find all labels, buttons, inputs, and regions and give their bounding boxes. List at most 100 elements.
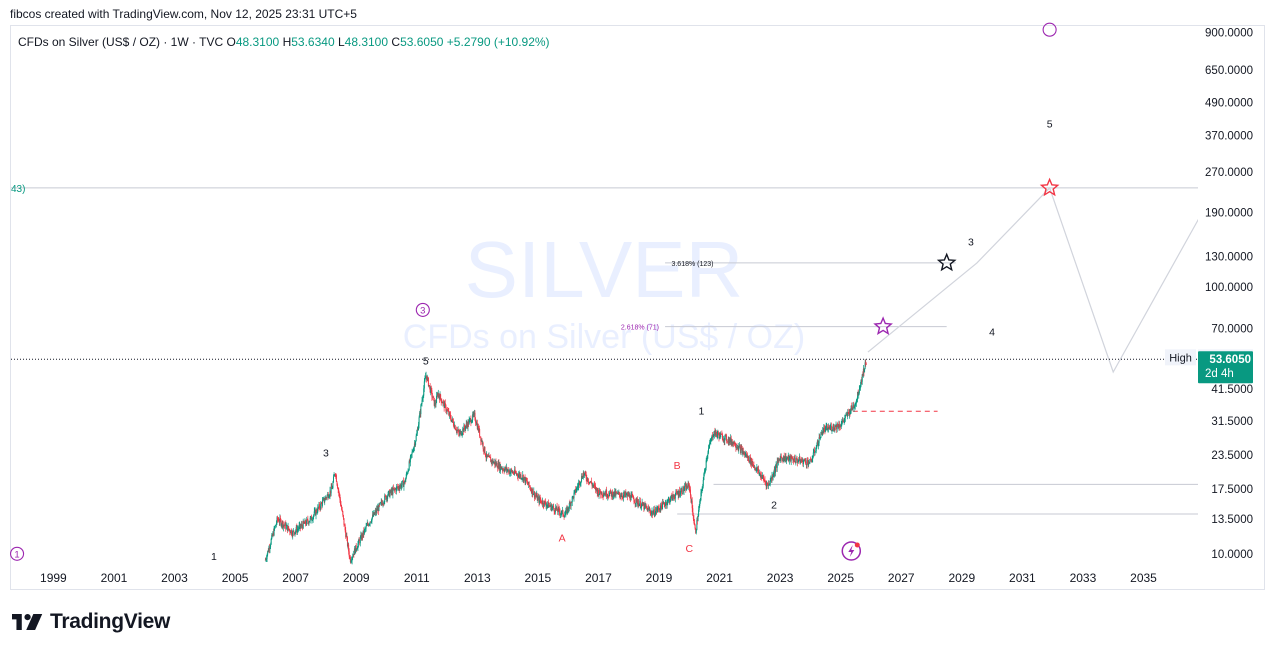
candle-body — [363, 530, 365, 534]
candle-body — [266, 554, 268, 559]
candle-body — [638, 502, 640, 507]
candle-body — [709, 441, 711, 443]
tradingview-logo[interactable]: TradingView — [12, 610, 171, 633]
candle-body — [577, 486, 579, 488]
candle-body — [680, 489, 682, 492]
time-tick-label: 2013 — [464, 571, 491, 585]
candle-body — [329, 490, 331, 496]
candle-body — [518, 475, 520, 478]
candle-body — [583, 472, 585, 476]
candle-body — [578, 481, 580, 484]
candle-body — [344, 524, 346, 526]
candle-body — [767, 484, 769, 486]
candle-body — [460, 431, 462, 436]
tradingview-logo-text: TradingView — [50, 610, 171, 633]
candle-body — [485, 456, 487, 458]
candle-body — [597, 489, 599, 496]
legend-high: H53.6340 — [282, 35, 335, 49]
candle-body — [600, 492, 602, 495]
candle-body — [367, 523, 369, 525]
candle-body — [692, 508, 694, 516]
candle-body — [836, 423, 838, 430]
time-tick-label: 2021 — [706, 571, 733, 585]
candle-body — [731, 442, 733, 445]
candle-body — [823, 427, 825, 433]
candle-body — [649, 510, 651, 511]
candle-body — [499, 463, 501, 471]
candle-body — [677, 493, 679, 496]
candle-body — [379, 502, 381, 505]
candle-body — [833, 428, 835, 430]
elliott-projection-path — [867, 186, 1198, 374]
candle-body — [417, 429, 419, 431]
candle-body — [702, 479, 704, 487]
candle-body — [338, 489, 340, 493]
candle-body — [321, 500, 323, 506]
candle-body — [437, 394, 439, 397]
candle-body — [423, 388, 425, 396]
candle-body — [787, 458, 789, 459]
candle-body — [802, 461, 804, 465]
candle-body — [495, 462, 497, 465]
candle-body — [270, 538, 272, 545]
candle-body — [435, 402, 437, 405]
candle-body — [699, 501, 701, 506]
price-tick-label: 41.5000 — [1211, 384, 1253, 396]
candle-body — [436, 394, 438, 396]
candle-body — [733, 441, 735, 444]
candle-body — [500, 466, 502, 469]
candle-body — [486, 454, 488, 458]
candle-body — [515, 472, 517, 475]
candle-body — [445, 404, 447, 412]
candle-body — [469, 418, 471, 420]
candle-body — [361, 533, 363, 540]
candle-body — [769, 484, 771, 486]
candle-body — [540, 500, 542, 502]
candle-body — [427, 377, 429, 379]
candle-body — [703, 473, 705, 480]
candle-body — [353, 548, 355, 555]
candle-body — [381, 501, 383, 504]
time-tick-label: 2029 — [948, 571, 975, 585]
price-tick-label: 17.5000 — [1211, 484, 1253, 496]
candle-body — [832, 425, 834, 430]
candle-body — [412, 451, 414, 453]
candle-body — [327, 493, 329, 496]
price-chart[interactable]: SILVER CFDs on Silver (US$ / OZ) 2.618% … — [0, 0, 1275, 600]
candle-body — [411, 454, 413, 455]
candle-body — [549, 505, 551, 507]
candle-body — [324, 497, 326, 501]
candle-body — [661, 502, 663, 510]
candle-body — [342, 511, 344, 515]
candle-body — [671, 494, 673, 501]
candle-body — [310, 516, 312, 518]
candle-body — [477, 426, 479, 432]
chart-frame[interactable] — [10, 25, 1265, 590]
candle-body — [646, 507, 648, 509]
candle-body — [721, 434, 723, 441]
candle-body — [804, 459, 806, 461]
candle-body — [780, 456, 782, 458]
candle-body — [300, 524, 302, 527]
candle-body — [390, 489, 392, 493]
candle-body — [697, 516, 699, 521]
candle-body — [582, 478, 584, 479]
candle-body — [481, 439, 483, 444]
candle-body — [438, 395, 440, 400]
candle-body — [755, 468, 757, 471]
candle-body — [596, 489, 598, 494]
wave-label: 4 — [989, 327, 995, 339]
candle-body — [603, 494, 605, 497]
candle-body — [346, 535, 348, 538]
candle-body — [366, 523, 368, 526]
candle-body — [265, 559, 267, 561]
candle-body — [279, 518, 281, 523]
candle-body — [513, 473, 515, 475]
candle-body — [271, 534, 273, 539]
candle-body — [580, 481, 582, 484]
candle-body — [419, 412, 421, 415]
candle-body — [360, 535, 362, 538]
candle-body — [651, 511, 653, 513]
candle-body — [280, 520, 282, 526]
candle-body — [428, 385, 430, 387]
